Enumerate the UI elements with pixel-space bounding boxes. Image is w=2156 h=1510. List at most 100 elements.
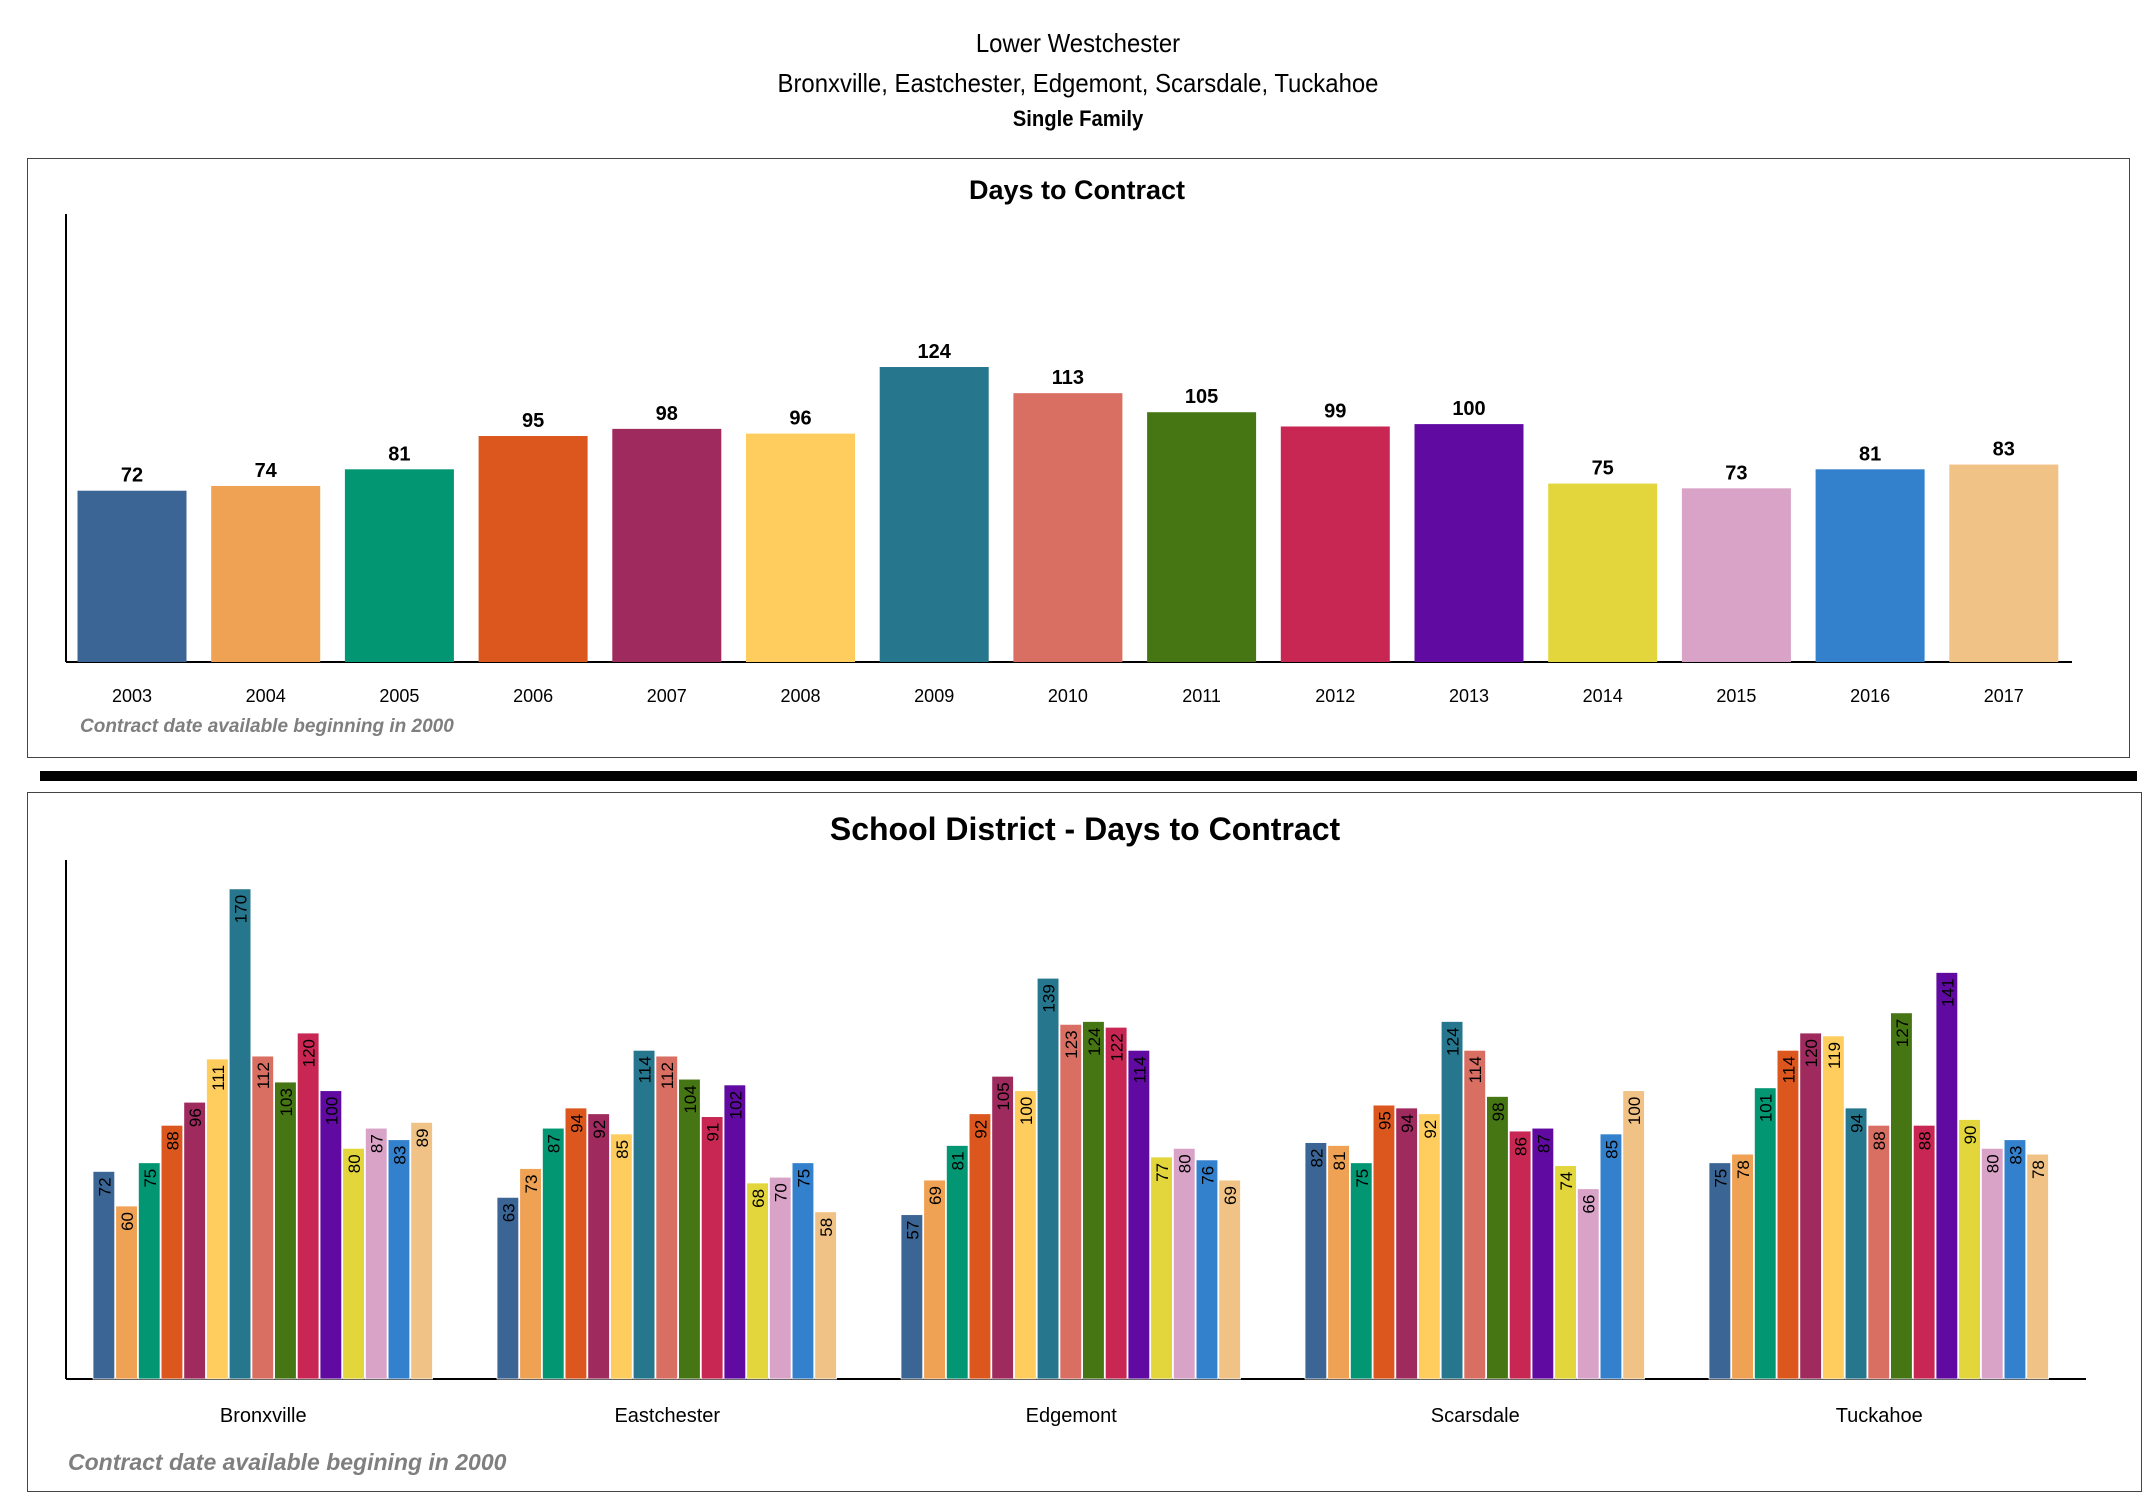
bar-scarsdale-14 bbox=[1622, 1090, 1645, 1380]
data-label-edgemont-9: 122 bbox=[1108, 1033, 1127, 1061]
bar-bronxville-4 bbox=[183, 1101, 206, 1380]
x-tick-label-2011: 2011 bbox=[1182, 686, 1221, 706]
bar-edgemont-7 bbox=[1059, 1023, 1083, 1380]
data-label-bronxville-7: 112 bbox=[254, 1062, 273, 1089]
bar-eastchester-7 bbox=[655, 1055, 679, 1380]
x-tick-label-2003: 2003 bbox=[112, 686, 152, 706]
data-label-tuckahoe-0: 75 bbox=[1711, 1169, 1730, 1188]
data-label-2010: 113 bbox=[1052, 367, 1084, 389]
report-subtitle-towns: Bronxville, Eastchester, Edgemont, Scars… bbox=[777, 68, 1379, 98]
bar-scarsdale-4 bbox=[1395, 1107, 1418, 1380]
school-district-panel bbox=[27, 792, 2142, 1492]
bar-eastchester-9 bbox=[700, 1116, 724, 1380]
bar-scarsdale-7 bbox=[1463, 1049, 1487, 1380]
data-label-eastchester-3: 94 bbox=[567, 1114, 586, 1133]
data-label-eastchester-8: 104 bbox=[681, 1085, 700, 1113]
data-label-eastchester-13: 75 bbox=[794, 1169, 813, 1188]
bar-2006 bbox=[478, 436, 588, 662]
data-label-scarsdale-8: 98 bbox=[1489, 1102, 1508, 1121]
bar-2014 bbox=[1548, 483, 1658, 662]
data-label-2005: 81 bbox=[388, 443, 410, 465]
bar-2012 bbox=[1280, 426, 1390, 662]
bar-edgemont-0 bbox=[900, 1214, 924, 1380]
data-label-scarsdale-1: 81 bbox=[1330, 1151, 1349, 1170]
chart1-plot: 72 2003 74 2004 81 2005 95 2006 98 2007 96 2008 124 2… bbox=[65, 214, 2072, 706]
bar-edgemont-10 bbox=[1127, 1049, 1151, 1380]
bar-scarsdale-10 bbox=[1531, 1127, 1555, 1380]
bar-bronxville-8 bbox=[274, 1081, 297, 1380]
bar-scarsdale-2 bbox=[1350, 1162, 1373, 1380]
bar-eastchester-14 bbox=[814, 1211, 837, 1380]
data-label-2012: 99 bbox=[1324, 400, 1346, 422]
chart1-title: Days to Contract bbox=[969, 175, 1185, 205]
data-label-eastchester-1: 73 bbox=[522, 1175, 541, 1194]
data-label-2008: 96 bbox=[789, 408, 811, 430]
bar-bronxville-10 bbox=[319, 1090, 343, 1380]
bar-tuckahoe-6 bbox=[1844, 1107, 1868, 1380]
data-label-tuckahoe-10: 141 bbox=[1938, 978, 1957, 1006]
data-label-bronxville-10: 100 bbox=[322, 1097, 341, 1125]
bar-tuckahoe-4 bbox=[1799, 1032, 1822, 1380]
bar-edgemont-6 bbox=[1036, 977, 1060, 1380]
data-label-bronxville-3: 88 bbox=[163, 1131, 182, 1150]
bar-bronxville-11 bbox=[342, 1147, 365, 1380]
bar-2007 bbox=[612, 428, 722, 662]
data-label-tuckahoe-13: 83 bbox=[2006, 1146, 2025, 1165]
bar-tuckahoe-9 bbox=[1912, 1124, 1936, 1380]
bar-scarsdale-1 bbox=[1327, 1145, 1350, 1380]
data-label-bronxville-11: 80 bbox=[345, 1154, 364, 1173]
data-label-scarsdale-12: 66 bbox=[1580, 1195, 1599, 1214]
bar-eastchester-1 bbox=[519, 1168, 542, 1380]
bar-eastchester-4 bbox=[587, 1113, 610, 1380]
data-label-bronxville-4: 96 bbox=[186, 1108, 205, 1127]
bar-edgemont-9 bbox=[1104, 1026, 1128, 1380]
report-subtitle-property-type: Single Family bbox=[1012, 106, 1144, 131]
bar-tuckahoe-5 bbox=[1822, 1035, 1845, 1380]
bar-2013 bbox=[1414, 424, 1524, 662]
data-label-edgemont-1: 69 bbox=[926, 1186, 945, 1205]
data-label-tuckahoe-3: 114 bbox=[1779, 1056, 1798, 1083]
x-tick-label-eastchester: Eastchester bbox=[614, 1405, 720, 1427]
bar-scarsdale-3 bbox=[1372, 1104, 1396, 1380]
bar-edgemont-14 bbox=[1218, 1179, 1241, 1380]
data-label-tuckahoe-8: 127 bbox=[1893, 1019, 1912, 1047]
bar-tuckahoe-0 bbox=[1708, 1162, 1732, 1380]
data-label-edgemont-11: 77 bbox=[1153, 1163, 1172, 1182]
bar-tuckahoe-11 bbox=[1958, 1119, 1981, 1380]
bar-edgemont-11 bbox=[1150, 1156, 1173, 1380]
x-tick-label-2006: 2006 bbox=[513, 686, 553, 706]
bar-eastchester-0 bbox=[496, 1196, 520, 1380]
bar-2010 bbox=[1013, 393, 1123, 662]
bar-2008 bbox=[746, 433, 855, 662]
x-tick-label-scarsdale: Scarsdale bbox=[1431, 1405, 1520, 1427]
bar-scarsdale-6 bbox=[1440, 1021, 1464, 1380]
bar-tuckahoe-12 bbox=[1981, 1147, 2004, 1380]
bar-2003 bbox=[77, 490, 187, 662]
x-tick-label-2016: 2016 bbox=[1850, 686, 1890, 706]
bar-tuckahoe-14 bbox=[2026, 1153, 2049, 1380]
chart2-plot: 726075889611117011210312010080878389Bron… bbox=[65, 860, 2086, 1427]
bar-2015 bbox=[1681, 488, 1791, 662]
data-label-bronxville-9: 120 bbox=[300, 1039, 319, 1067]
bar-edgemont-5 bbox=[1014, 1090, 1037, 1380]
x-tick-label-2009: 2009 bbox=[914, 686, 954, 706]
bar-bronxville-6 bbox=[228, 888, 252, 1380]
bar-tuckahoe-3 bbox=[1776, 1049, 1800, 1380]
data-label-tuckahoe-5: 119 bbox=[1825, 1042, 1844, 1069]
data-label-2007: 98 bbox=[656, 403, 678, 425]
data-label-scarsdale-9: 86 bbox=[1512, 1137, 1531, 1156]
x-tick-label-2004: 2004 bbox=[246, 686, 286, 706]
bar-tuckahoe-8 bbox=[1890, 1012, 1913, 1380]
bar-scarsdale-5 bbox=[1418, 1113, 1441, 1380]
data-label-eastchester-0: 63 bbox=[499, 1203, 518, 1222]
chart1-footnote: Contract date available beginning in 200… bbox=[80, 716, 454, 737]
bar-eastchester-11 bbox=[746, 1182, 769, 1380]
bar-scarsdale-0 bbox=[1304, 1142, 1328, 1380]
data-label-2009: 124 bbox=[918, 341, 952, 363]
bar-bronxville-3 bbox=[160, 1124, 184, 1380]
data-label-tuckahoe-2: 101 bbox=[1757, 1094, 1776, 1122]
x-tick-label-2015: 2015 bbox=[1716, 686, 1756, 706]
bar-scarsdale-9 bbox=[1508, 1130, 1532, 1380]
data-label-eastchester-10: 102 bbox=[726, 1091, 745, 1119]
